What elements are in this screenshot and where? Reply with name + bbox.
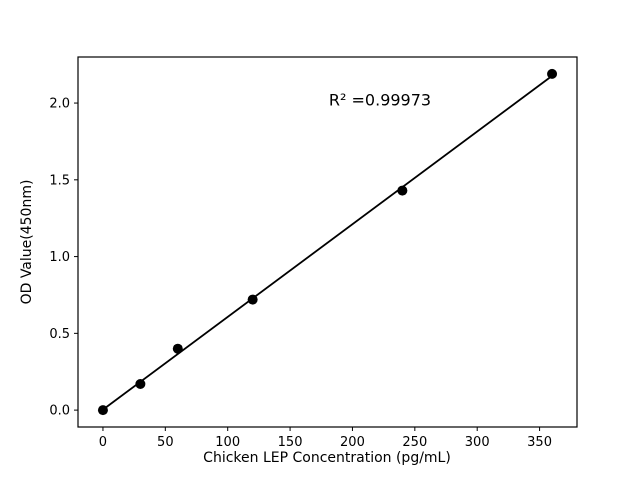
x-tick-label: 150 bbox=[278, 435, 303, 450]
data-point bbox=[135, 379, 146, 390]
data-point bbox=[172, 343, 183, 354]
fit-line bbox=[102, 75, 553, 411]
x-tick-label: 100 bbox=[215, 435, 240, 450]
x-tick-label: 0 bbox=[99, 435, 107, 450]
x-tick-label: 250 bbox=[402, 435, 427, 450]
y-axis-label: OD Value(450nm) bbox=[19, 179, 35, 305]
y-tick-label: 1.5 bbox=[49, 173, 70, 188]
data-point bbox=[397, 185, 408, 196]
y-tick-label: 2.0 bbox=[49, 97, 70, 112]
x-tick-label: 300 bbox=[465, 435, 490, 450]
x-tick-label: 350 bbox=[527, 435, 552, 450]
x-tick-label: 200 bbox=[340, 435, 365, 450]
y-tick-label: 0.0 bbox=[49, 404, 70, 419]
r-squared-annotation: R² =0.99973 bbox=[328, 90, 432, 110]
y-tick-label: 1.0 bbox=[49, 250, 70, 265]
data-point bbox=[97, 405, 108, 416]
y-tick-label: 0.5 bbox=[49, 327, 70, 342]
data-point bbox=[247, 294, 258, 305]
x-tick-label: 50 bbox=[157, 435, 174, 450]
plot-border bbox=[77, 56, 578, 428]
data-point bbox=[547, 68, 558, 79]
x-axis-label: Chicken LEP Concentration (pg/mL) bbox=[203, 450, 451, 466]
